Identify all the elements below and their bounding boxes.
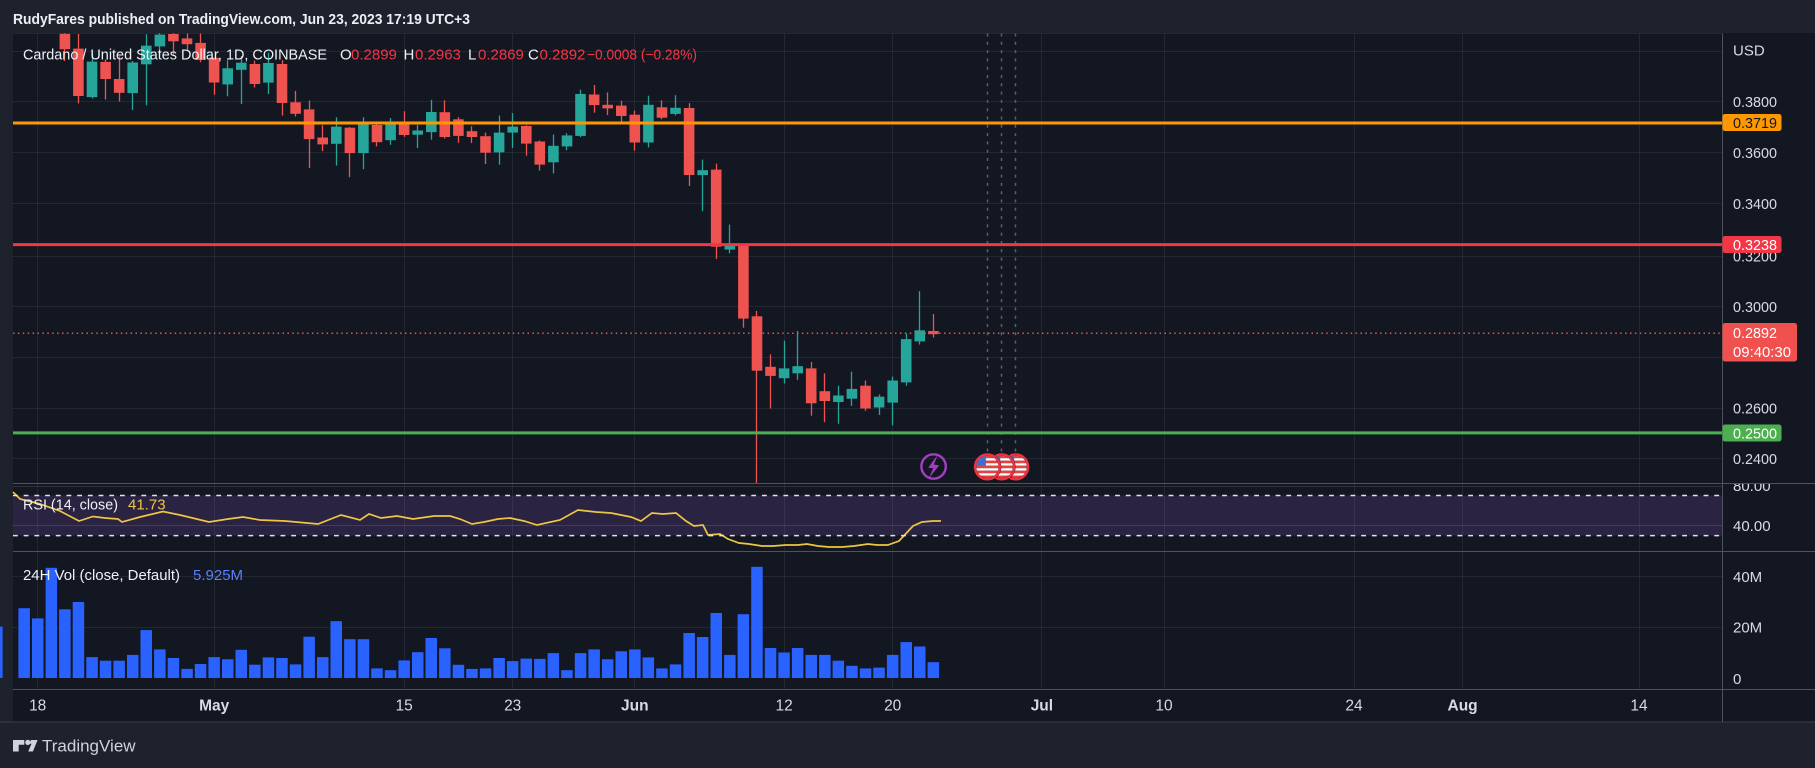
svg-text:L: L (468, 47, 476, 64)
svg-text:23: 23 (504, 698, 521, 715)
svg-text:0.3000: 0.3000 (1733, 299, 1777, 316)
svg-text:May: May (199, 698, 230, 715)
svg-text:Jun: Jun (621, 698, 649, 715)
svg-text:09:40:30: 09:40:30 (1733, 344, 1791, 361)
svg-text:0.2892: 0.2892 (540, 47, 586, 64)
svg-text:12: 12 (775, 698, 792, 715)
svg-text:10: 10 (1155, 698, 1173, 715)
svg-text:0.2869: 0.2869 (478, 47, 524, 64)
svg-text:0.3600: 0.3600 (1733, 145, 1777, 162)
svg-text:H: H (404, 47, 415, 64)
svg-text:Jul: Jul (1031, 698, 1053, 715)
svg-text:20M: 20M (1733, 620, 1762, 637)
svg-text:0.3800: 0.3800 (1733, 94, 1777, 111)
svg-text:0.3238: 0.3238 (1733, 237, 1777, 254)
svg-text:41.73: 41.73 (128, 496, 166, 513)
svg-text:18: 18 (29, 698, 46, 715)
svg-text:O: O (340, 47, 352, 64)
svg-text:0.2600: 0.2600 (1733, 400, 1777, 417)
svg-text:20: 20 (884, 698, 902, 715)
svg-text:40.00: 40.00 (1733, 518, 1771, 535)
svg-text:0.2500: 0.2500 (1733, 425, 1777, 442)
svg-text:15: 15 (395, 698, 412, 715)
svg-text:Aug: Aug (1448, 698, 1478, 715)
svg-text:0.3719: 0.3719 (1733, 115, 1777, 132)
svg-text:Cardano / United States Dollar: Cardano / United States Dollar, 1D, COIN… (23, 47, 327, 64)
svg-text:USD: USD (1733, 42, 1765, 59)
svg-text:14: 14 (1630, 698, 1648, 715)
svg-text:24H Vol (close, Default): 24H Vol (close, Default) (23, 567, 180, 584)
svg-text:C: C (528, 47, 539, 64)
svg-text:40M: 40M (1733, 569, 1762, 586)
svg-text:RudyFares published on Trading: RudyFares published on TradingView.com, … (13, 11, 470, 28)
svg-text:0.3400: 0.3400 (1733, 196, 1777, 213)
svg-text:0.2963: 0.2963 (415, 47, 461, 64)
svg-text:0: 0 (1733, 671, 1741, 688)
svg-text:RSI (14, close): RSI (14, close) (23, 496, 118, 513)
svg-text:−0.0008 (−0.28%): −0.0008 (−0.28%) (587, 47, 697, 64)
svg-text:0.2400: 0.2400 (1733, 451, 1777, 468)
svg-text:0.2892: 0.2892 (1733, 325, 1777, 342)
svg-text:TradingView: TradingView (42, 737, 136, 756)
svg-text:0.2899: 0.2899 (351, 47, 397, 64)
svg-text:24: 24 (1345, 698, 1363, 715)
svg-text:5.925M: 5.925M (193, 567, 243, 584)
